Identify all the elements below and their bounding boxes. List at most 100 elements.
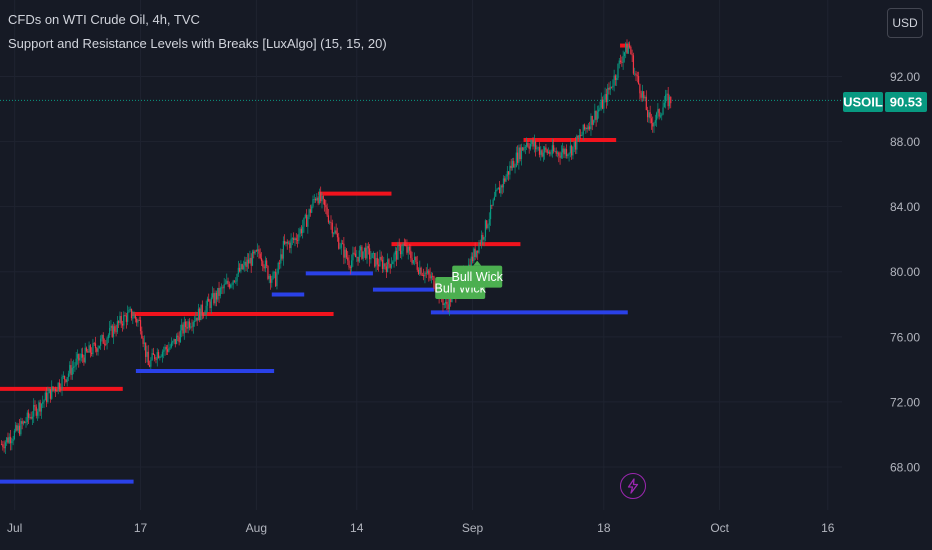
candle-body [443,303,445,306]
candle-body [598,109,600,112]
candle-body [299,228,301,235]
candle-body [432,276,434,277]
candle-body [357,256,359,262]
candle-body [507,171,510,175]
candle-body [65,379,67,382]
candle-body [352,252,354,261]
candle-body [314,199,317,201]
candle-body [429,274,431,279]
price-axis[interactable]: 92.00 88.00 84.00 80.00 76.00 72.00 68.00 [890,70,920,475]
candle-body [491,204,493,206]
candle-body [385,266,387,273]
candle-body [607,87,609,102]
candle-body [259,253,261,259]
candle-body [67,373,70,378]
candle-body [161,351,164,357]
candle-body [22,421,25,424]
candle-body [384,263,386,267]
candle-body [147,351,149,366]
candle-body [362,251,364,259]
candle-body [305,214,308,227]
candle-body [323,199,326,206]
candle-body [66,377,68,382]
candle-body [123,315,125,326]
candle-body [495,190,497,197]
candle-body [419,267,421,274]
candle-body [655,112,658,121]
candle-body [30,417,32,419]
candle-body [141,331,143,339]
candle-body [300,228,303,234]
candle-body [390,264,393,268]
candle-body [212,293,214,298]
time-axis-label: 14 [350,521,364,535]
alert-button[interactable] [620,473,646,499]
candle-body [604,94,606,100]
candle-body [285,241,287,244]
candle-body [659,115,662,117]
candle-body [558,152,560,156]
candle-body [102,335,104,344]
price-axis-label: 68.00 [890,461,920,475]
candle-body [321,195,323,202]
candle-body [653,122,655,127]
time-axis-label: 17 [134,521,148,535]
candle-body [121,323,124,326]
candle-body [240,264,242,272]
candle-body [269,275,272,283]
candle-body [407,246,409,253]
candle-body [11,441,13,444]
candle-body [78,354,80,361]
candle-body [244,261,246,266]
price-axis-label: 92.00 [890,70,920,84]
candle-body [73,366,75,368]
candle-body [204,314,206,316]
candle-body [311,206,313,213]
candle-body [493,196,496,200]
candle-body [383,263,385,269]
candle-body [353,252,355,254]
candle-body [106,338,108,345]
candle-body [350,260,353,269]
candle-body [325,205,327,208]
candle-body [410,250,412,259]
candle-body [540,150,542,155]
candles [0,39,672,454]
candle-body [170,342,173,348]
candle-body [349,267,351,269]
candle-body [201,304,203,315]
indicator-title[interactable]: Support and Resistance Levels with Break… [8,36,387,51]
currency-button[interactable]: USD [887,8,923,38]
candle-body [53,388,55,391]
candle-body [52,386,54,391]
candle-body [313,199,315,200]
candle-body [31,416,34,419]
candle-body [205,305,207,315]
candle-body [544,147,546,153]
candle-body [424,272,426,277]
symbol-title[interactable]: CFDs on WTI Crude Oil, 4h, TVC [8,12,200,27]
candle-body [302,226,304,234]
candle-body [280,254,282,264]
candle-body [241,264,243,270]
candle-body [118,321,120,323]
candle-body [291,238,293,240]
time-axis[interactable]: Jul 17 Aug 14 Sep 18 Oct 16 [7,521,835,535]
candle-body [245,261,247,267]
candle-body [39,402,41,412]
candle-body [278,262,281,264]
candle-body [667,93,669,107]
candle-body [174,339,176,345]
candle-body [17,425,19,431]
candle-body [613,75,615,86]
price-axis-label: 80.00 [890,265,920,279]
candle-body [411,258,413,264]
candle-body [361,246,363,259]
last-price-tag: USOIL 90.53 [843,92,927,112]
candle-body [139,320,142,332]
candle-body [394,250,396,255]
candle-body [184,321,187,327]
candle-body [150,359,152,367]
candle-body [317,197,319,204]
